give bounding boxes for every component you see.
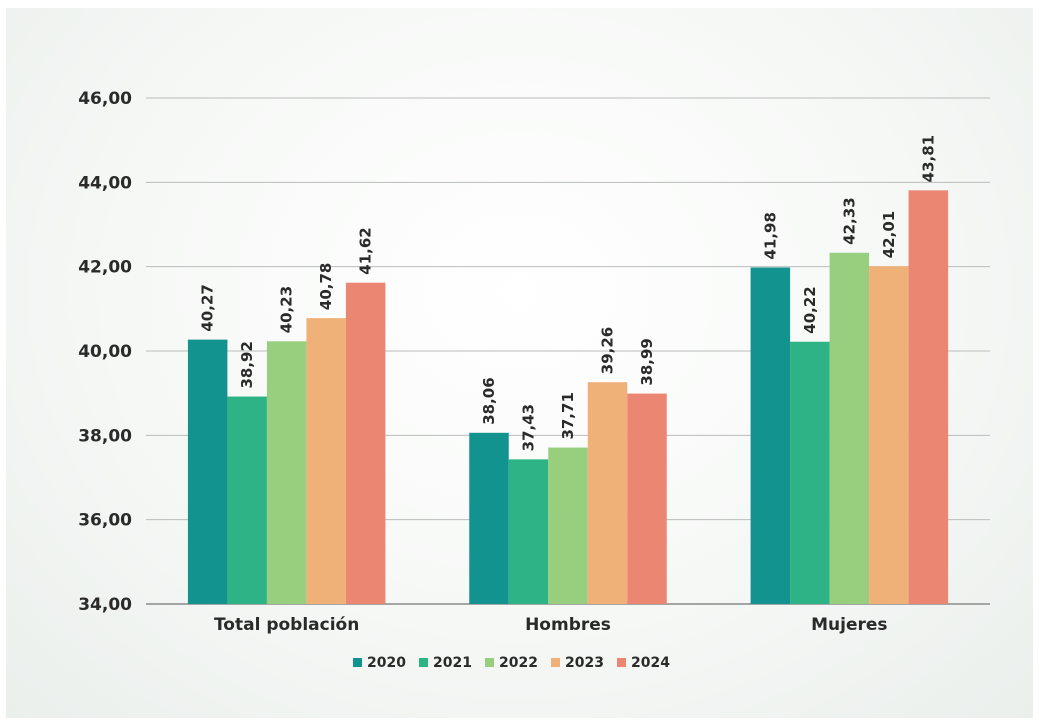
data-label: 40,23	[278, 286, 296, 333]
category-label: Mujeres	[811, 615, 887, 635]
y-tick-label: 46,00	[78, 89, 132, 109]
y-tick-label: 36,00	[78, 511, 132, 531]
data-label: 37,71	[559, 392, 577, 439]
bar-2024[interactable]	[345, 282, 386, 604]
category-label: Hombres	[525, 615, 611, 635]
bar-2022[interactable]	[548, 447, 588, 604]
y-tick-label: 40,00	[78, 342, 132, 362]
bar-2020[interactable]	[469, 432, 509, 604]
data-label: 40,27	[199, 284, 217, 331]
legend-swatch-2020	[353, 658, 362, 667]
y-tick-label: 34,00	[78, 595, 132, 615]
bar-2022[interactable]	[266, 341, 307, 604]
data-label: 38,92	[238, 341, 256, 388]
legend-label: 2023	[565, 655, 604, 671]
bar-2021[interactable]	[227, 396, 267, 604]
bar-2020[interactable]	[750, 267, 791, 604]
data-label: 42,33	[840, 197, 858, 244]
data-label: 42,01	[880, 211, 898, 258]
legend-swatch-2023	[551, 658, 560, 667]
bar-2022[interactable]	[829, 252, 870, 605]
legend-swatch-2021	[419, 658, 428, 667]
data-label: 37,43	[520, 404, 538, 451]
bar-2020[interactable]	[187, 339, 228, 604]
y-tick-label: 44,00	[78, 173, 132, 193]
bar-2024[interactable]	[627, 393, 667, 604]
bar-2023[interactable]	[869, 266, 909, 604]
bar-2021[interactable]	[790, 341, 830, 604]
legend-label: 2021	[433, 655, 472, 671]
bar-2023[interactable]	[306, 318, 346, 604]
bar-2021[interactable]	[508, 459, 549, 604]
data-label: 39,26	[599, 327, 617, 374]
data-label: 41,98	[761, 212, 779, 259]
legend-label: 2024	[631, 655, 670, 671]
category-label: Total población	[214, 615, 359, 635]
bar-chart: 34,00 36,00 38,00 40,00 42,00 44,00 46,00 40,27…	[78, 89, 990, 671]
data-label: 40,78	[317, 263, 335, 310]
data-label: 38,06	[480, 377, 498, 424]
chart-panel: 34,00 36,00 38,00 40,00 42,00 44,00 46,00 40,27…	[6, 8, 1033, 718]
data-label: 38,99	[638, 338, 656, 385]
legend-label: 2020	[367, 655, 406, 671]
data-label: 43,81	[919, 135, 937, 182]
legend-swatch-2024	[617, 658, 626, 667]
data-label: 40,22	[801, 286, 819, 333]
legend-swatch-2022	[485, 658, 494, 667]
y-tick-label: 42,00	[78, 258, 132, 278]
legend-label: 2022	[499, 655, 538, 671]
y-tick-label: 38,00	[78, 426, 132, 446]
bar-2024[interactable]	[908, 190, 949, 604]
data-label: 41,62	[357, 227, 375, 274]
bar-2023[interactable]	[587, 382, 628, 604]
